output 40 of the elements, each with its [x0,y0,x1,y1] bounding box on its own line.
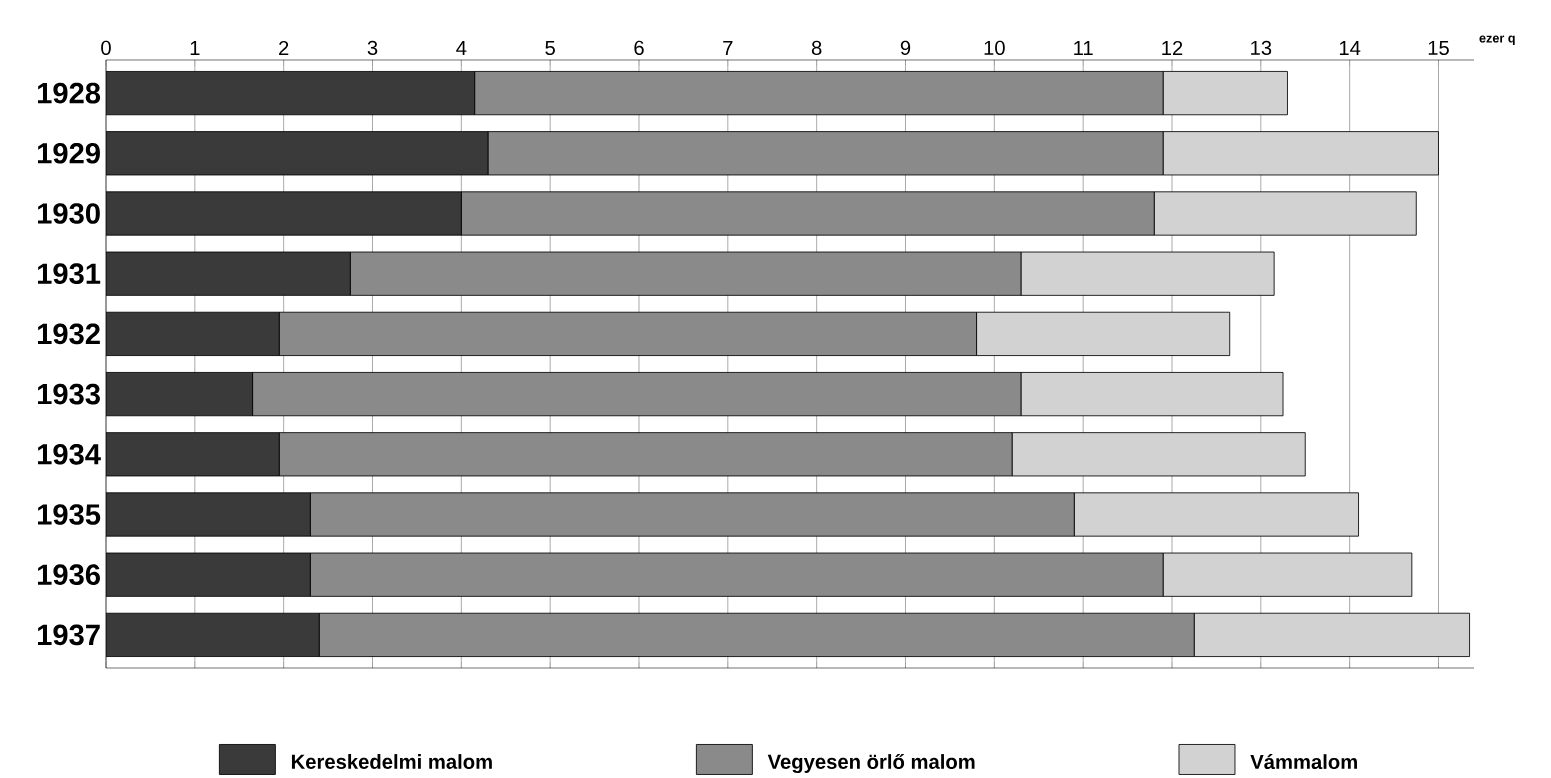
x-tick-label: 2 [279,41,289,56]
bar [106,432,280,477]
bar [106,251,351,296]
legend-label: Vegyesen örlő malom [767,754,975,774]
x-tick-label: 0 [101,40,111,56]
bar [106,71,476,116]
bar [106,372,253,417]
y-tick-label: 1932 [38,323,100,345]
y-tick-label: 1930 [38,203,100,224]
x-tick-label: 6 [634,40,644,56]
legend-label: Vámmalom [1250,754,1357,770]
y-tick-label: 1937 [38,624,100,646]
y-tick-label: 1929 [38,143,100,164]
x-tick-label: 14 [1339,41,1361,56]
x-tick-label: 12 [1162,41,1183,56]
bar [106,492,311,537]
x-tick-label: 11 [1074,41,1093,56]
x-tick-label: 7 [723,41,733,56]
x-tick-label: 15 [1428,41,1449,56]
x-tick-label: 8 [811,40,822,56]
bar [106,131,489,176]
legend-label: Kereskedelmi malom [291,754,492,770]
y-tick-label: 1936 [38,564,100,586]
bar [106,612,320,658]
x-tick-label: 13 [1251,40,1272,56]
x-axis-title: ezer q [1479,35,1515,46]
bar [106,311,280,357]
x-tick-label: 1 [190,41,200,56]
x-tick-label: 4 [456,41,467,56]
y-tick-label: 1928 [38,82,101,104]
x-tick-label: 3 [367,40,378,56]
bar [106,191,462,236]
x-tick-label: 10 [984,40,1005,56]
y-tick-label: 1934 [38,444,101,465]
x-tick-label: 5 [545,41,555,56]
y-tick-label: 1935 [38,504,101,525]
x-tick-label: 9 [900,40,911,56]
y-tick-label: 1933 [38,383,100,405]
y-tick-label: 1931 [38,263,101,285]
bar [106,552,311,597]
